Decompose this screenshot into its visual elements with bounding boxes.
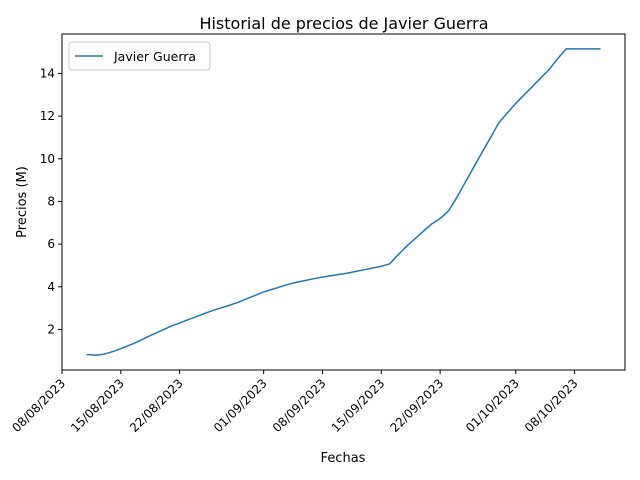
- y-tick-label: 6: [47, 237, 55, 251]
- y-axis: 2 4 6 8 10 12 14: [40, 66, 62, 336]
- series-line-javier-guerra: [86, 48, 601, 356]
- legend-box: [68, 41, 211, 71]
- plot-area: [61, 33, 626, 371]
- y-tick-label: 14: [40, 66, 55, 80]
- y-tick-label: 2: [47, 322, 55, 336]
- x-tick-label: 08/10/2023: [522, 376, 581, 435]
- y-tick-label: 10: [40, 152, 55, 166]
- x-tick-label: 01/10/2023: [463, 376, 522, 435]
- legend: Javier Guerra: [68, 41, 211, 71]
- y-tick-label: 8: [47, 194, 55, 208]
- plot-frame: [61, 33, 626, 371]
- x-tick-label: 15/08/2023: [68, 376, 127, 435]
- x-axis-label: Fechas: [321, 451, 366, 466]
- y-axis-label: Precios (M): [15, 166, 30, 238]
- x-tick-label: 08/08/2023: [9, 376, 68, 435]
- x-tick-label: 22/08/2023: [127, 376, 186, 435]
- y-tick-label: 12: [40, 109, 55, 123]
- x-tick-label: 01/09/2023: [211, 376, 270, 435]
- chart-title: Historial de precios de Javier Guerra: [199, 14, 488, 33]
- legend-label-javier-guerra: Javier Guerra: [113, 49, 196, 64]
- x-tick-label: 22/09/2023: [387, 376, 446, 435]
- x-axis: 08/08/2023 15/08/2023 22/08/2023 01/09/2023…: [9, 370, 581, 435]
- y-tick-label: 4: [47, 280, 55, 294]
- x-tick-label: 08/09/2023: [270, 376, 329, 435]
- x-tick-label: 15/09/2023: [329, 376, 388, 435]
